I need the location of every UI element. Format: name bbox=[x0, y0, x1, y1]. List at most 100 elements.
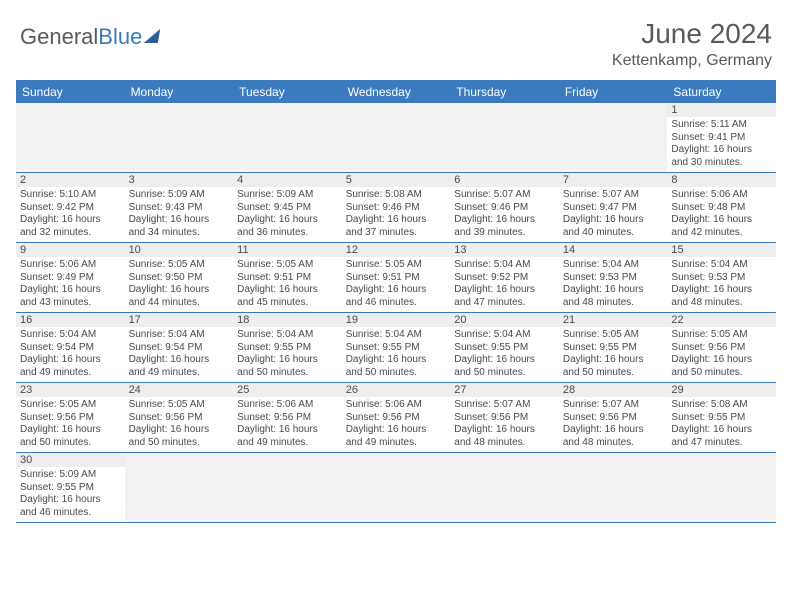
daylight-line-2: and 48 minutes. bbox=[454, 437, 555, 450]
day-number: 14 bbox=[559, 243, 668, 257]
day-number: 18 bbox=[233, 313, 342, 327]
day-number bbox=[342, 453, 451, 467]
sunrise-line: Sunrise: 5:08 AM bbox=[346, 189, 447, 202]
calendar-cell: Sunrise: 5:08 AMSunset: 9:55 PMDaylight:… bbox=[667, 397, 776, 452]
calendar-cell-empty bbox=[342, 117, 451, 172]
daylight-line: Daylight: 16 hours bbox=[563, 284, 664, 297]
day-number bbox=[125, 103, 234, 117]
daylight-line-2: and 37 minutes. bbox=[346, 227, 447, 240]
calendar-cell: Sunrise: 5:11 AMSunset: 9:41 PMDaylight:… bbox=[667, 117, 776, 172]
sunset-line: Sunset: 9:56 PM bbox=[454, 412, 555, 425]
day-number: 8 bbox=[667, 173, 776, 187]
sunrise-line: Sunrise: 5:05 AM bbox=[129, 259, 230, 272]
sunset-line: Sunset: 9:55 PM bbox=[237, 342, 338, 355]
sunrise-line: Sunrise: 5:04 AM bbox=[346, 329, 447, 342]
calendar-cell: Sunrise: 5:08 AMSunset: 9:46 PMDaylight:… bbox=[342, 187, 451, 242]
sunrise-line: Sunrise: 5:10 AM bbox=[20, 189, 121, 202]
day-number: 3 bbox=[125, 173, 234, 187]
calendar-cell: Sunrise: 5:09 AMSunset: 9:55 PMDaylight:… bbox=[16, 467, 125, 522]
daylight-line-2: and 47 minutes. bbox=[671, 437, 772, 450]
sunrise-line: Sunrise: 5:07 AM bbox=[454, 189, 555, 202]
day-number bbox=[450, 453, 559, 467]
day-number-row: 2345678 bbox=[16, 173, 776, 187]
sunset-line: Sunset: 9:51 PM bbox=[346, 272, 447, 285]
calendar-cell: Sunrise: 5:07 AMSunset: 9:47 PMDaylight:… bbox=[559, 187, 668, 242]
logo-text-blue: Blue bbox=[98, 24, 142, 50]
sunset-line: Sunset: 9:54 PM bbox=[20, 342, 121, 355]
calendar-cell: Sunrise: 5:09 AMSunset: 9:45 PMDaylight:… bbox=[233, 187, 342, 242]
calendar-cell: Sunrise: 5:05 AMSunset: 9:56 PMDaylight:… bbox=[125, 397, 234, 452]
sunrise-line: Sunrise: 5:05 AM bbox=[671, 329, 772, 342]
day-number: 11 bbox=[233, 243, 342, 257]
sunrise-line: Sunrise: 5:09 AM bbox=[237, 189, 338, 202]
sunrise-line: Sunrise: 5:04 AM bbox=[454, 259, 555, 272]
day-number: 7 bbox=[559, 173, 668, 187]
daylight-line-2: and 48 minutes. bbox=[563, 437, 664, 450]
calendar-cell: Sunrise: 5:05 AMSunset: 9:50 PMDaylight:… bbox=[125, 257, 234, 312]
sunrise-line: Sunrise: 5:06 AM bbox=[237, 399, 338, 412]
weekday-label: Friday bbox=[559, 81, 668, 103]
day-number: 22 bbox=[667, 313, 776, 327]
sunrise-line: Sunrise: 5:07 AM bbox=[563, 189, 664, 202]
day-number: 9 bbox=[16, 243, 125, 257]
calendar-week: Sunrise: 5:10 AMSunset: 9:42 PMDaylight:… bbox=[16, 187, 776, 243]
sunset-line: Sunset: 9:56 PM bbox=[237, 412, 338, 425]
daylight-line: Daylight: 16 hours bbox=[454, 424, 555, 437]
calendar-cell: Sunrise: 5:06 AMSunset: 9:49 PMDaylight:… bbox=[16, 257, 125, 312]
calendar-cell: Sunrise: 5:09 AMSunset: 9:43 PMDaylight:… bbox=[125, 187, 234, 242]
daylight-line-2: and 36 minutes. bbox=[237, 227, 338, 240]
day-number-row: 9101112131415 bbox=[16, 243, 776, 257]
sunset-line: Sunset: 9:41 PM bbox=[671, 132, 772, 145]
sunrise-line: Sunrise: 5:04 AM bbox=[454, 329, 555, 342]
day-number bbox=[559, 103, 668, 117]
sunrise-line: Sunrise: 5:04 AM bbox=[671, 259, 772, 272]
sunset-line: Sunset: 9:50 PM bbox=[129, 272, 230, 285]
sunrise-line: Sunrise: 5:05 AM bbox=[129, 399, 230, 412]
sunrise-line: Sunrise: 5:04 AM bbox=[129, 329, 230, 342]
calendar-cell-empty bbox=[559, 117, 668, 172]
calendar-cell-empty bbox=[342, 467, 451, 522]
daylight-line: Daylight: 16 hours bbox=[237, 424, 338, 437]
calendar-week: Sunrise: 5:09 AMSunset: 9:55 PMDaylight:… bbox=[16, 467, 776, 523]
day-number: 23 bbox=[16, 383, 125, 397]
calendar: SundayMondayTuesdayWednesdayThursdayFrid… bbox=[16, 80, 776, 523]
daylight-line-2: and 43 minutes. bbox=[20, 297, 121, 310]
daylight-line-2: and 34 minutes. bbox=[129, 227, 230, 240]
sunrise-line: Sunrise: 5:04 AM bbox=[20, 329, 121, 342]
day-number: 5 bbox=[342, 173, 451, 187]
calendar-cell: Sunrise: 5:07 AMSunset: 9:56 PMDaylight:… bbox=[450, 397, 559, 452]
daylight-line-2: and 49 minutes. bbox=[20, 367, 121, 380]
weekday-label: Saturday bbox=[667, 81, 776, 103]
calendar-cell-empty bbox=[125, 117, 234, 172]
day-number: 20 bbox=[450, 313, 559, 327]
daylight-line-2: and 49 minutes. bbox=[129, 367, 230, 380]
daylight-line-2: and 42 minutes. bbox=[671, 227, 772, 240]
day-number: 29 bbox=[667, 383, 776, 397]
sunset-line: Sunset: 9:56 PM bbox=[129, 412, 230, 425]
day-number: 25 bbox=[233, 383, 342, 397]
sunrise-line: Sunrise: 5:11 AM bbox=[671, 119, 772, 132]
sunset-line: Sunset: 9:53 PM bbox=[563, 272, 664, 285]
header: GeneralBlue June 2024 Kettenkamp, German… bbox=[0, 0, 792, 74]
calendar-cell: Sunrise: 5:06 AMSunset: 9:56 PMDaylight:… bbox=[342, 397, 451, 452]
day-number: 13 bbox=[450, 243, 559, 257]
daylight-line-2: and 50 minutes. bbox=[237, 367, 338, 380]
sunset-line: Sunset: 9:55 PM bbox=[454, 342, 555, 355]
daylight-line: Daylight: 16 hours bbox=[454, 214, 555, 227]
calendar-cell: Sunrise: 5:04 AMSunset: 9:55 PMDaylight:… bbox=[233, 327, 342, 382]
sunset-line: Sunset: 9:55 PM bbox=[671, 412, 772, 425]
calendar-cell-empty bbox=[233, 117, 342, 172]
sunrise-line: Sunrise: 5:06 AM bbox=[346, 399, 447, 412]
sunrise-line: Sunrise: 5:06 AM bbox=[20, 259, 121, 272]
sunset-line: Sunset: 9:43 PM bbox=[129, 202, 230, 215]
daylight-line: Daylight: 16 hours bbox=[563, 354, 664, 367]
sunrise-line: Sunrise: 5:07 AM bbox=[454, 399, 555, 412]
day-number: 26 bbox=[342, 383, 451, 397]
daylight-line-2: and 47 minutes. bbox=[454, 297, 555, 310]
day-number bbox=[125, 453, 234, 467]
weekday-label: Tuesday bbox=[233, 81, 342, 103]
calendar-cell-empty bbox=[450, 467, 559, 522]
sunset-line: Sunset: 9:53 PM bbox=[671, 272, 772, 285]
sunset-line: Sunset: 9:47 PM bbox=[563, 202, 664, 215]
sunrise-line: Sunrise: 5:05 AM bbox=[237, 259, 338, 272]
